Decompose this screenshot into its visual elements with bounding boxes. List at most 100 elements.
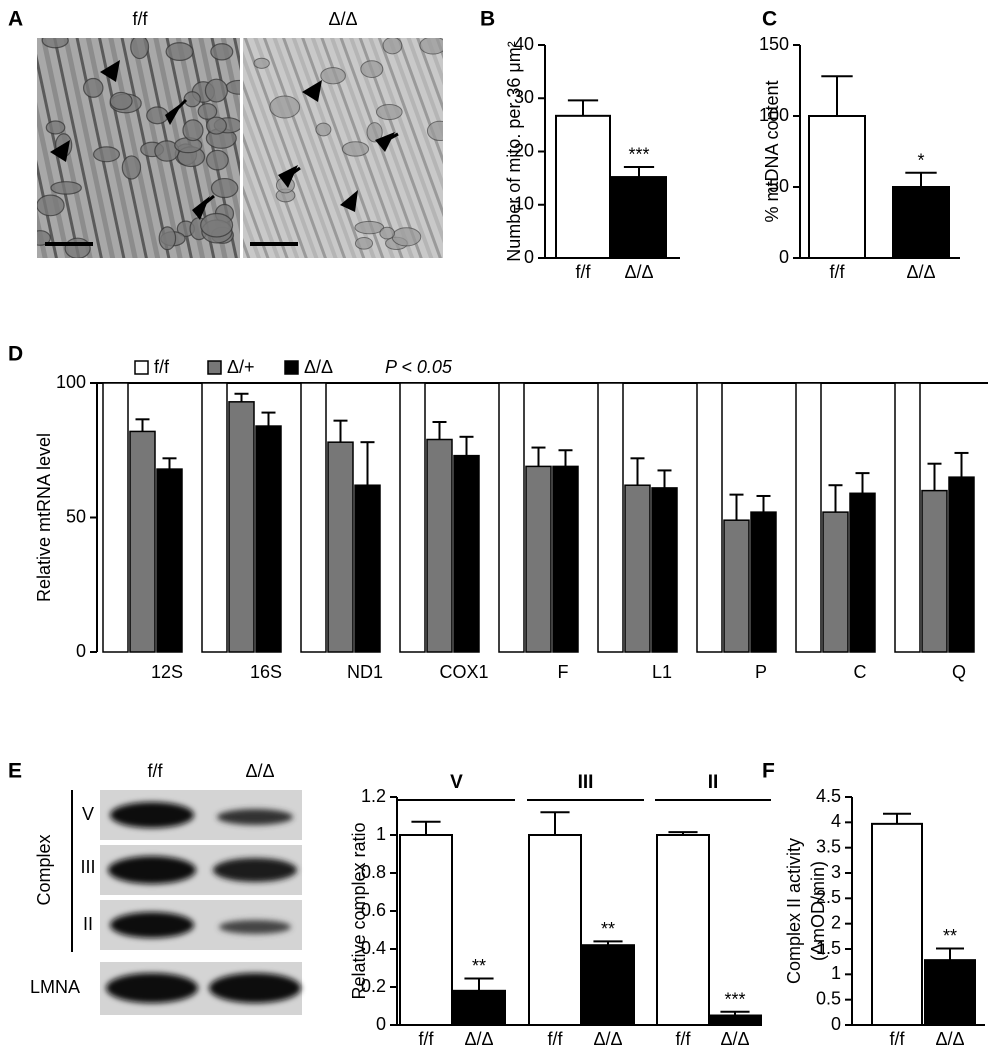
bar bbox=[354, 484, 381, 653]
y-tick-label: 0.5 bbox=[816, 988, 841, 1008]
x-tick-label: Δ/Δ bbox=[906, 262, 935, 282]
bar bbox=[924, 959, 976, 1026]
micrograph-label: Δ/Δ bbox=[328, 9, 357, 29]
bar bbox=[696, 382, 723, 653]
mitochondrion bbox=[354, 220, 385, 235]
error-bar bbox=[657, 469, 672, 488]
y-tick-label: 3.5 bbox=[816, 836, 841, 856]
error-bar bbox=[927, 462, 942, 491]
mitochondrion bbox=[205, 116, 227, 135]
band-label: II bbox=[83, 914, 93, 934]
panel-letter: C bbox=[762, 8, 777, 31]
bar bbox=[399, 834, 453, 1026]
panel-letter: E bbox=[8, 760, 22, 783]
bar bbox=[498, 382, 525, 653]
y-tick-label: 0.2 bbox=[361, 976, 386, 996]
mitochondrion bbox=[354, 237, 374, 250]
bar bbox=[228, 401, 255, 653]
y-tick-label: 2 bbox=[831, 912, 841, 932]
y-axis-label: Relative mtRNA level bbox=[34, 433, 54, 602]
error-bar bbox=[567, 99, 599, 116]
mitochondrion bbox=[182, 119, 204, 142]
mitochondrion bbox=[64, 237, 91, 258]
micrograph-label: f/f bbox=[132, 9, 148, 29]
bar bbox=[552, 465, 579, 653]
y-tick-label: 50 bbox=[66, 506, 86, 526]
bar bbox=[255, 425, 282, 653]
mitochondrion bbox=[37, 230, 51, 246]
arrows bbox=[50, 60, 399, 220]
error-bar bbox=[593, 940, 623, 946]
y-tick-label: 100 bbox=[759, 105, 789, 125]
error-bar bbox=[936, 947, 964, 961]
y-tick-label: 0 bbox=[76, 641, 86, 661]
band-label: III bbox=[80, 857, 95, 877]
y-tick-label: 150 bbox=[759, 34, 789, 54]
x-tick-label: 12S bbox=[151, 662, 183, 682]
mitochondrion bbox=[269, 95, 301, 119]
x-tick-label: f/f bbox=[829, 262, 845, 282]
bar bbox=[892, 186, 950, 259]
error-bar bbox=[668, 831, 698, 835]
legend-label: Δ/Δ bbox=[304, 357, 333, 377]
error-bar bbox=[729, 493, 744, 521]
mitochondrion bbox=[366, 122, 383, 143]
mitochondrion bbox=[391, 227, 422, 247]
mitochondrion bbox=[379, 226, 395, 240]
bar bbox=[452, 989, 506, 1026]
significance: ** bbox=[601, 919, 615, 939]
y-tick-label: 0 bbox=[524, 247, 534, 267]
error-bar bbox=[234, 392, 249, 402]
blot-group-label: Complex bbox=[34, 834, 54, 905]
mitochondrion bbox=[419, 38, 443, 55]
blot-image bbox=[100, 790, 302, 1015]
error-bar bbox=[261, 411, 276, 427]
y-tick-label: 4 bbox=[831, 811, 841, 831]
x-tick-label: Δ/Δ bbox=[720, 1029, 749, 1049]
mitochondrion bbox=[320, 67, 346, 85]
band-label: LMNA bbox=[30, 977, 80, 997]
mitochondrion bbox=[210, 177, 239, 199]
error-bar bbox=[459, 435, 474, 456]
bar bbox=[822, 511, 849, 653]
x-tick-label: f/f bbox=[547, 1029, 563, 1049]
x-tick-label: L1 bbox=[652, 662, 672, 682]
error-bar bbox=[720, 1010, 750, 1016]
mitochondrion bbox=[41, 38, 69, 49]
bar bbox=[300, 382, 327, 653]
bar bbox=[426, 438, 453, 653]
legend-label: Δ/+ bbox=[227, 357, 255, 377]
error-bar bbox=[821, 75, 853, 116]
mitochondrion bbox=[93, 146, 121, 163]
mitochondrion bbox=[210, 43, 234, 61]
y-axis-label: Relative complex ratio bbox=[349, 822, 369, 999]
y-axis-label: Complex II activity bbox=[784, 838, 804, 984]
significance: ** bbox=[943, 926, 957, 946]
x-tick-label: ND1 bbox=[347, 662, 383, 682]
y-tick-label: 1.5 bbox=[816, 938, 841, 958]
panel-letter: B bbox=[480, 8, 495, 31]
mitochondrion bbox=[82, 77, 104, 98]
legend-swatch bbox=[284, 360, 299, 375]
bar bbox=[651, 487, 678, 653]
y-tick-label: 0 bbox=[831, 1014, 841, 1034]
legend-swatch bbox=[207, 360, 222, 375]
y-axis-label: % mtDNA content bbox=[762, 80, 782, 222]
error-bar bbox=[905, 171, 937, 187]
mitochondrion bbox=[426, 120, 443, 142]
legend-swatch bbox=[134, 360, 149, 375]
legend-label: f/f bbox=[154, 357, 170, 377]
bar bbox=[894, 382, 921, 653]
error-bar bbox=[883, 812, 911, 824]
y-tick-label: 20 bbox=[514, 140, 534, 160]
mitochondrion bbox=[121, 155, 142, 180]
mitochondrion bbox=[382, 38, 403, 55]
panel-letter: A bbox=[8, 8, 23, 31]
bar bbox=[399, 382, 426, 653]
x-tick-label: Δ/Δ bbox=[464, 1029, 493, 1049]
error-bar bbox=[828, 484, 843, 513]
y-axis-label: Number of mito. per 36 μm² bbox=[504, 41, 524, 261]
panel-letter: F bbox=[762, 760, 775, 783]
lane-label: f/f bbox=[147, 761, 163, 781]
group-label: III bbox=[578, 772, 594, 793]
